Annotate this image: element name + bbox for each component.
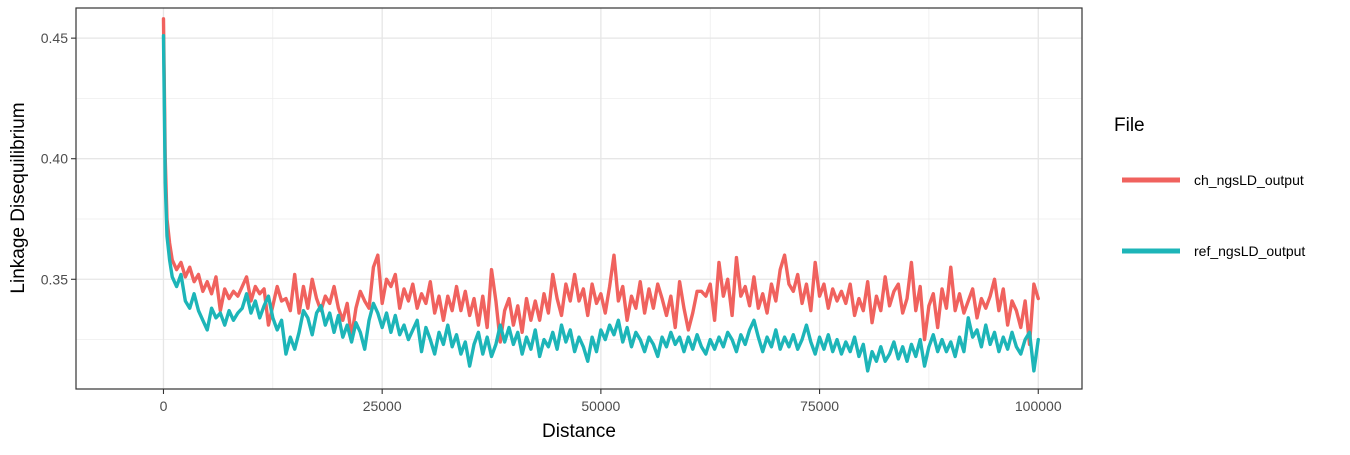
legend-label-ref: ref_ngsLD_output bbox=[1194, 243, 1305, 259]
y-axis-label: Linkage Disequilibrium bbox=[8, 102, 29, 293]
x-axis-label: Distance bbox=[542, 421, 616, 442]
y-tick-label: 0.45 bbox=[41, 30, 68, 46]
series-lines bbox=[161, 17, 1040, 373]
x-tick-label: 100000 bbox=[1015, 398, 1062, 414]
legend-label-ch: ch_ngsLD_output bbox=[1194, 172, 1304, 188]
legend: File ch_ngsLD_output ref_ngsLD_output bbox=[1114, 115, 1305, 259]
y-tick-label: 0.40 bbox=[41, 151, 68, 167]
series-line-ch_ngsLD_output bbox=[161, 17, 1040, 347]
x-tick-label: 50000 bbox=[581, 398, 620, 414]
series-line-ref_ngsLD_output bbox=[161, 34, 1040, 373]
plot-border bbox=[75, 7, 1083, 390]
x-tick-label: 0 bbox=[160, 398, 168, 414]
x-axis-ticks: 0 25000 50000 75000 100000 bbox=[160, 389, 1062, 414]
x-tick-label: 75000 bbox=[800, 398, 839, 414]
legend-title: File bbox=[1114, 115, 1145, 136]
y-tick-label: 0.35 bbox=[41, 271, 68, 287]
x-tick-label: 25000 bbox=[363, 398, 402, 414]
plot-panel bbox=[76, 8, 1082, 389]
y-axis-ticks: 0.35 0.40 0.45 bbox=[41, 30, 76, 287]
